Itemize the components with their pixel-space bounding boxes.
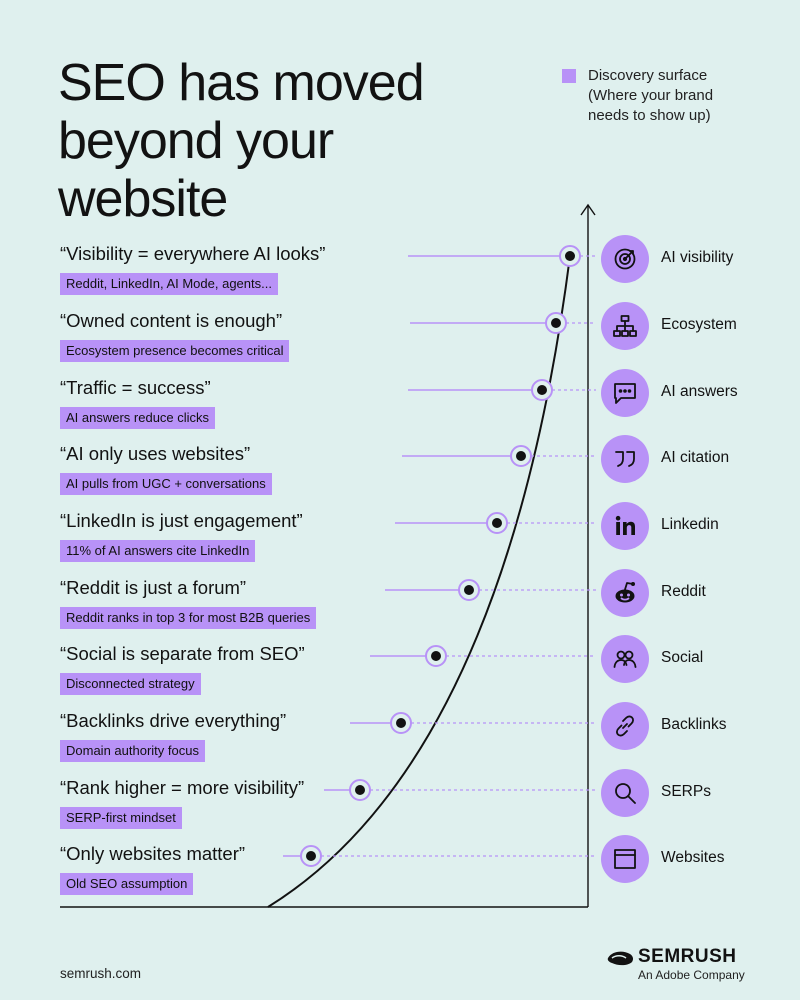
myth-row: “Social is separate from SEO” Disconnect… — [60, 635, 800, 703]
reality-tag: Ecosystem presence becomes critical — [60, 340, 290, 362]
discovery-surface: Reddit — [601, 569, 800, 619]
surface-label: Backlinks — [661, 716, 727, 733]
reality-tag: Disconnected strategy — [60, 673, 201, 695]
linkedin-icon — [601, 502, 649, 550]
title-line-1: SEO has moved — [58, 54, 425, 112]
quote-icon — [601, 435, 649, 483]
reality-tag: 11% of AI answers cite LinkedIn — [60, 540, 256, 562]
reality-tag: Reddit, LinkedIn, AI Mode, agents... — [60, 273, 278, 295]
legend-line-3: needs to show up) — [588, 107, 711, 124]
curve-marker-dot — [492, 518, 502, 528]
myth-row: “Rank higher = more visibility” SERP-fir… — [60, 769, 800, 837]
target-icon — [601, 235, 649, 283]
reddit-icon — [601, 569, 649, 617]
curve-markers — [300, 245, 581, 867]
people-icon — [601, 635, 649, 683]
discovery-surface: Linkedin — [601, 502, 800, 552]
myth-row: “Reddit is just a forum” Reddit ranks in… — [60, 569, 800, 637]
discovery-surface: SERPs — [601, 769, 800, 819]
curve-marker-dot — [516, 451, 526, 461]
link-icon — [601, 702, 649, 750]
title-line-2: beyond your — [58, 112, 334, 170]
curve-marker-dot — [537, 385, 547, 395]
myth-quote: “Traffic = success” — [60, 377, 211, 398]
surface-label: Social — [661, 649, 704, 666]
myth-row: “Owned content is enough” Ecosystem pres… — [60, 302, 800, 370]
discovery-surface: Ecosystem — [601, 302, 800, 352]
surface-label: Reddit — [661, 583, 706, 600]
reality-tag: AI answers reduce clicks — [60, 407, 216, 429]
myth-row: “AI only uses websites” AI pulls from UG… — [60, 435, 800, 503]
myth-quote: “Visibility = everywhere AI looks” — [60, 243, 326, 264]
reality-tag: Old SEO assumption — [60, 873, 194, 895]
legend-line-1: Discovery surface — [588, 67, 708, 84]
myth-quote: “Backlinks drive everything” — [60, 710, 287, 731]
surface-label: AI citation — [661, 449, 730, 466]
myth-row: “LinkedIn is just engagement” 11% of AI … — [60, 502, 800, 570]
reality-tag: Reddit ranks in top 3 for most B2B queri… — [60, 607, 317, 629]
page-title: SEO has moved beyond your website — [58, 54, 478, 228]
discovery-surface: AI visibility — [601, 235, 800, 285]
curve-marker-dot — [464, 585, 474, 595]
reality-tag: SERP-first mindset — [60, 807, 182, 829]
curve-marker-dot — [431, 651, 441, 661]
reality-tag: Domain authority focus — [60, 740, 205, 762]
network-icon — [601, 302, 649, 350]
curve-marker-dot — [396, 718, 406, 728]
browser-window-icon — [601, 835, 649, 883]
myth-quote: “Only websites matter” — [60, 843, 246, 864]
surface-label: SERPs — [661, 783, 711, 800]
search-icon — [601, 769, 649, 817]
discovery-surface: Websites — [601, 835, 800, 885]
surface-label: AI visibility — [661, 249, 734, 266]
y-axis-arrow — [580, 203, 596, 216]
surface-label: Websites — [661, 849, 725, 866]
discovery-surface: AI citation — [601, 435, 800, 485]
myth-row: “Visibility = everywhere AI looks” Reddi… — [60, 235, 800, 303]
myth-row: “Only websites matter” Old SEO assumptio… — [60, 835, 800, 903]
myth-quote: “Social is separate from SEO” — [60, 643, 305, 664]
legend-text: Discovery surface (Where your brand need… — [588, 66, 713, 126]
myth-quote: “Reddit is just a forum” — [60, 577, 247, 598]
surface-label: AI answers — [661, 383, 738, 400]
myth-quote: “Owned content is enough” — [60, 310, 283, 331]
title-line-3: website — [58, 170, 228, 228]
legend-swatch — [562, 69, 576, 83]
connector-lines — [283, 255, 596, 857]
footer-url[interactable]: semrush.com — [60, 966, 142, 981]
curve-marker-dot — [551, 318, 561, 328]
semrush-logo-icon — [607, 951, 634, 966]
reality-tag: AI pulls from UGC + conversations — [60, 473, 272, 495]
curve-marker-dot — [355, 785, 365, 795]
myth-quote: “LinkedIn is just engagement” — [60, 510, 303, 531]
surface-label: Linkedin — [661, 516, 719, 533]
chat-icon — [601, 369, 649, 417]
discovery-surface: Social — [601, 635, 800, 685]
myth-quote: “Rank higher = more visibility” — [60, 777, 305, 798]
myth-row: “Traffic = success” AI answers reduce cl… — [60, 369, 800, 437]
curve-marker-dot — [306, 851, 316, 861]
myth-quote: “AI only uses websites” — [60, 443, 251, 464]
surface-label: Ecosystem — [661, 316, 737, 333]
curve-marker-dot — [565, 251, 575, 261]
brand-subtitle: An Adobe Company — [638, 968, 745, 982]
brand-name: SEMRUSH — [638, 946, 737, 967]
discovery-surface: Backlinks — [601, 702, 800, 752]
legend-line-2: (Where your brand — [588, 87, 714, 104]
discovery-surface: AI answers — [601, 369, 800, 419]
myth-row: “Backlinks drive everything” Domain auth… — [60, 702, 800, 770]
